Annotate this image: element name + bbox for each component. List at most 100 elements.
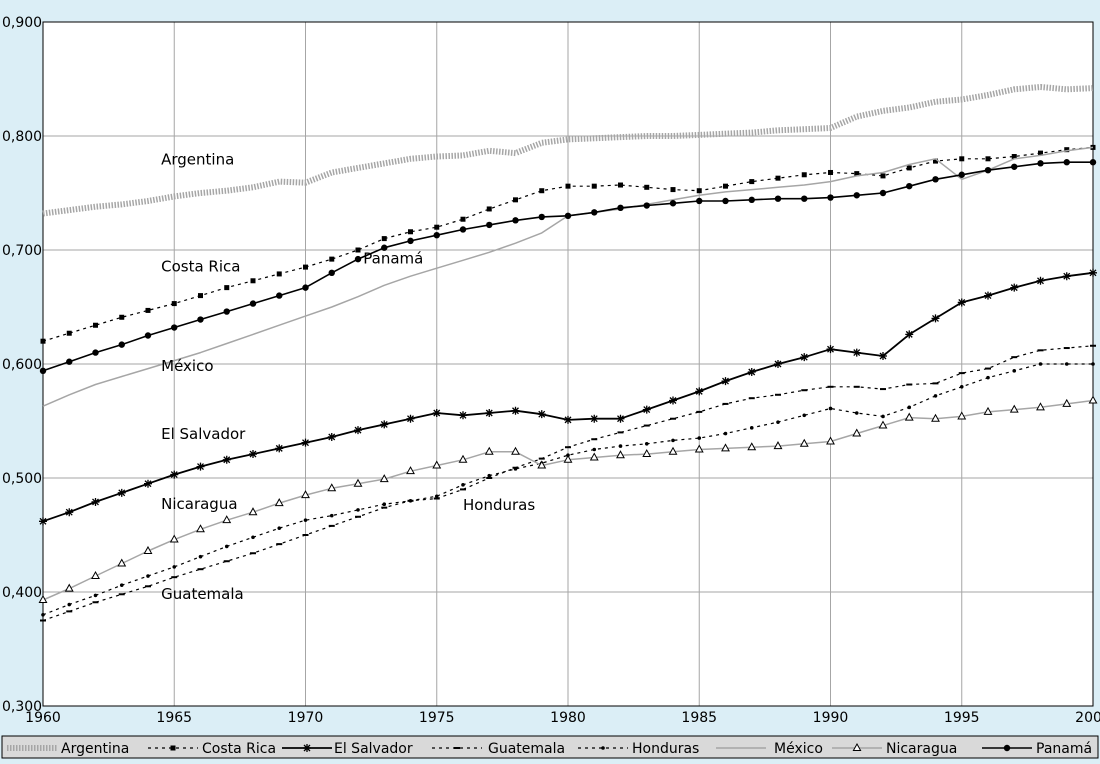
data-point-panama [276, 292, 283, 299]
data-point-honduras [119, 583, 124, 587]
data-point-honduras [329, 513, 334, 518]
data-point-costarica [381, 236, 387, 242]
legend-marker-nicaragua [852, 742, 862, 751]
data-point-elsalvador [170, 470, 179, 479]
data-point-costarica [250, 278, 256, 284]
legend-item-mexico: México [716, 741, 823, 757]
data-point-guatemala [643, 424, 650, 427]
data-point-honduras [644, 442, 649, 446]
data-point-nicaragua [1009, 404, 1019, 413]
series-annotation: Costa Rica [161, 258, 240, 276]
data-point-panama [459, 226, 467, 233]
data-point-panama [328, 269, 335, 276]
data-point-elsalvador [537, 410, 546, 419]
data-point-costarica [66, 330, 72, 336]
data-point-honduras [881, 414, 885, 419]
data-point-guatemala [722, 402, 729, 405]
data-point-nicaragua [248, 507, 258, 516]
data-point-elsalvador [459, 411, 467, 420]
data-point-panama [1037, 160, 1044, 167]
data-point-costarica [408, 229, 413, 235]
data-point-panama [853, 192, 860, 199]
data-point-costarica [933, 158, 938, 164]
data-point-costarica [119, 314, 125, 320]
legend-label: Argentina [61, 741, 129, 757]
data-point-elsalvador [616, 414, 625, 423]
data-point-costarica [670, 187, 676, 193]
data-point-guatemala [223, 560, 230, 563]
data-point-elsalvador [1010, 283, 1019, 292]
data-point-elsalvador [1062, 272, 1071, 281]
data-point-panama [879, 189, 887, 197]
data-point-panama [617, 204, 624, 212]
legend-marker-costarica [170, 745, 176, 751]
data-point-nicaragua [458, 454, 468, 463]
series-panama [39, 159, 1097, 375]
data-point-elsalvador [275, 444, 284, 453]
data-point-panama [643, 202, 650, 209]
data-point-honduras [356, 508, 360, 512]
data-point-panama [722, 197, 729, 205]
data-point-honduras [1038, 362, 1043, 366]
data-point-honduras [933, 394, 938, 398]
data-point-panama [827, 194, 834, 201]
data-point-guatemala [1063, 347, 1070, 350]
data-point-nicaragua [668, 446, 678, 455]
data-point-elsalvador [327, 432, 336, 441]
data-point-nicaragua [1062, 398, 1072, 407]
data-point-costarica [224, 285, 230, 291]
data-point-honduras [382, 502, 387, 507]
data-point-panama [118, 341, 125, 348]
data-point-nicaragua [196, 524, 205, 533]
legend-marker-panama [1003, 744, 1011, 752]
data-point-costarica [513, 197, 518, 203]
data-point-nicaragua [826, 436, 835, 445]
data-point-nicaragua [169, 534, 179, 543]
data-point-panama [1089, 159, 1097, 166]
data-point-elsalvador [879, 352, 887, 361]
legend-item-honduras: Honduras [578, 741, 699, 757]
data-point-panama [1011, 163, 1018, 170]
data-point-guatemala [880, 388, 886, 391]
data-point-costarica [775, 175, 781, 181]
series-annotation: El Salvador [161, 425, 246, 443]
data-point-honduras [959, 385, 964, 389]
data-point-nicaragua [773, 441, 783, 450]
data-point-costarica [40, 338, 46, 344]
series-nicaragua [38, 395, 1098, 603]
data-point-elsalvador [695, 387, 704, 396]
data-point-honduras [461, 483, 465, 487]
data-point-guatemala [276, 543, 283, 546]
data-point-elsalvador [249, 450, 257, 459]
data-point-nicaragua [91, 571, 100, 580]
data-point-costarica [565, 183, 571, 189]
data-point-honduras [723, 431, 728, 436]
data-point-nicaragua [563, 454, 573, 463]
data-point-elsalvador [800, 353, 809, 362]
series-annotation: Guatemala [161, 585, 244, 603]
data-point-nicaragua [589, 452, 599, 461]
data-point-guatemala [250, 552, 256, 555]
legend-marker-honduras [601, 746, 605, 750]
x-tick-label: 1970 [288, 710, 324, 726]
data-point-panama [486, 221, 493, 229]
data-point-panama [39, 367, 47, 375]
data-point-panama [433, 231, 440, 239]
data-point-honduras [224, 544, 229, 549]
x-tick-label: 1975 [419, 710, 455, 726]
legend-item-argentina: Argentina [7, 741, 129, 757]
data-point-nicaragua [537, 460, 547, 469]
data-point-honduras [749, 426, 754, 430]
data-point-panama [591, 209, 598, 216]
data-point-guatemala [460, 488, 466, 491]
data-point-nicaragua [642, 449, 652, 458]
data-point-costarica [880, 173, 886, 179]
data-point-honduras [172, 565, 177, 569]
legend: Argentina Costa Rica El Salvador Guatemala H… [1, 735, 1099, 759]
legend-item-nicaragua: Nicaragua [832, 741, 957, 757]
data-point-elsalvador [721, 377, 730, 386]
data-point-guatemala [538, 457, 545, 460]
data-point-elsalvador [564, 415, 572, 424]
data-point-guatemala [66, 610, 73, 613]
data-point-guatemala [171, 576, 178, 579]
